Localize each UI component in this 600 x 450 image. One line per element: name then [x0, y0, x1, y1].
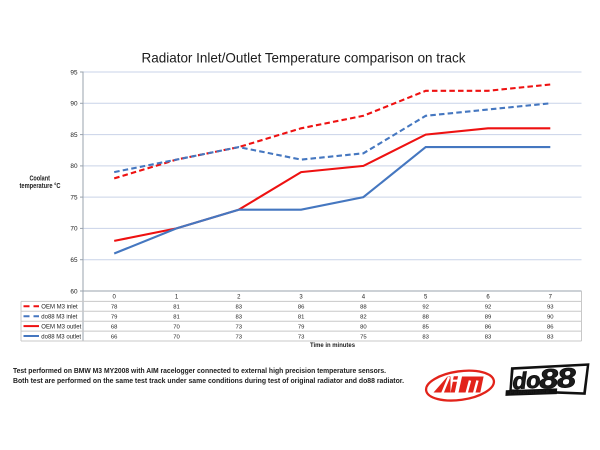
- svg-text:83: 83: [485, 334, 492, 340]
- svg-text:75: 75: [70, 194, 78, 201]
- svg-text:90: 90: [70, 101, 78, 108]
- svg-text:4: 4: [362, 295, 366, 301]
- svg-text:81: 81: [173, 305, 180, 311]
- svg-text:86: 86: [485, 324, 492, 330]
- svg-text:93: 93: [547, 305, 554, 311]
- svg-text:83: 83: [236, 315, 243, 321]
- svg-text:70: 70: [70, 226, 78, 233]
- svg-text:70: 70: [173, 324, 180, 330]
- svg-text:do88 M3 inlet: do88 M3 inlet: [41, 315, 77, 321]
- svg-text:82: 82: [360, 315, 367, 321]
- svg-text:83: 83: [236, 305, 243, 311]
- svg-text:3: 3: [299, 295, 303, 301]
- svg-text:85: 85: [70, 132, 78, 139]
- svg-text:90: 90: [547, 315, 554, 321]
- svg-text:6: 6: [486, 295, 490, 301]
- svg-text:68: 68: [111, 324, 118, 330]
- svg-text:83: 83: [547, 334, 554, 340]
- svg-text:2: 2: [237, 295, 241, 301]
- svg-text:5: 5: [424, 295, 428, 301]
- svg-text:88: 88: [422, 315, 429, 321]
- svg-text:73: 73: [298, 334, 305, 340]
- svg-text:70: 70: [173, 334, 180, 340]
- svg-text:OEM M3 inlet: OEM M3 inlet: [41, 305, 78, 311]
- svg-text:78: 78: [111, 305, 118, 311]
- svg-text:80: 80: [70, 163, 78, 170]
- svg-text:Performance: Performance: [510, 389, 550, 396]
- svg-text:73: 73: [236, 334, 243, 340]
- svg-text:86: 86: [298, 305, 305, 311]
- svg-text:92: 92: [422, 305, 429, 311]
- svg-text:66: 66: [111, 334, 118, 340]
- svg-text:95: 95: [70, 69, 78, 76]
- svg-text:65: 65: [70, 257, 78, 264]
- svg-text:79: 79: [298, 324, 305, 330]
- svg-text:75: 75: [360, 334, 367, 340]
- svg-text:1: 1: [175, 295, 179, 301]
- svg-text:Coolant: Coolant: [29, 174, 50, 183]
- svg-text:Both test are performed on the: Both test are performed on the same test…: [13, 378, 404, 385]
- svg-text:89: 89: [485, 315, 492, 321]
- svg-text:79: 79: [111, 315, 118, 321]
- svg-text:83: 83: [422, 334, 429, 340]
- svg-text:0: 0: [113, 295, 117, 301]
- svg-text:OEM M3 outlet: OEM M3 outlet: [41, 324, 81, 330]
- svg-text:86: 86: [547, 324, 554, 330]
- svg-text:Test performed on BMW M3 MY200: Test performed on BMW M3 MY2008 with AIM…: [13, 368, 386, 375]
- svg-text:7: 7: [549, 295, 553, 301]
- svg-text:88: 88: [360, 305, 367, 311]
- svg-text:81: 81: [173, 315, 180, 321]
- svg-text:do88 M3 outlet: do88 M3 outlet: [41, 334, 81, 340]
- svg-text:temperature °C: temperature °C: [20, 181, 62, 190]
- svg-text:73: 73: [236, 324, 243, 330]
- svg-text:92: 92: [485, 305, 492, 311]
- svg-text:60: 60: [70, 288, 78, 295]
- svg-text:do: do: [512, 367, 541, 394]
- svg-text:85: 85: [422, 324, 429, 330]
- svg-text:Time in minutes: Time in minutes: [310, 342, 355, 349]
- svg-text:81: 81: [298, 315, 305, 321]
- svg-text:80: 80: [360, 324, 367, 330]
- svg-text:Radiator Inlet/Outlet Temperat: Radiator Inlet/Outlet Temperature compar…: [142, 51, 466, 66]
